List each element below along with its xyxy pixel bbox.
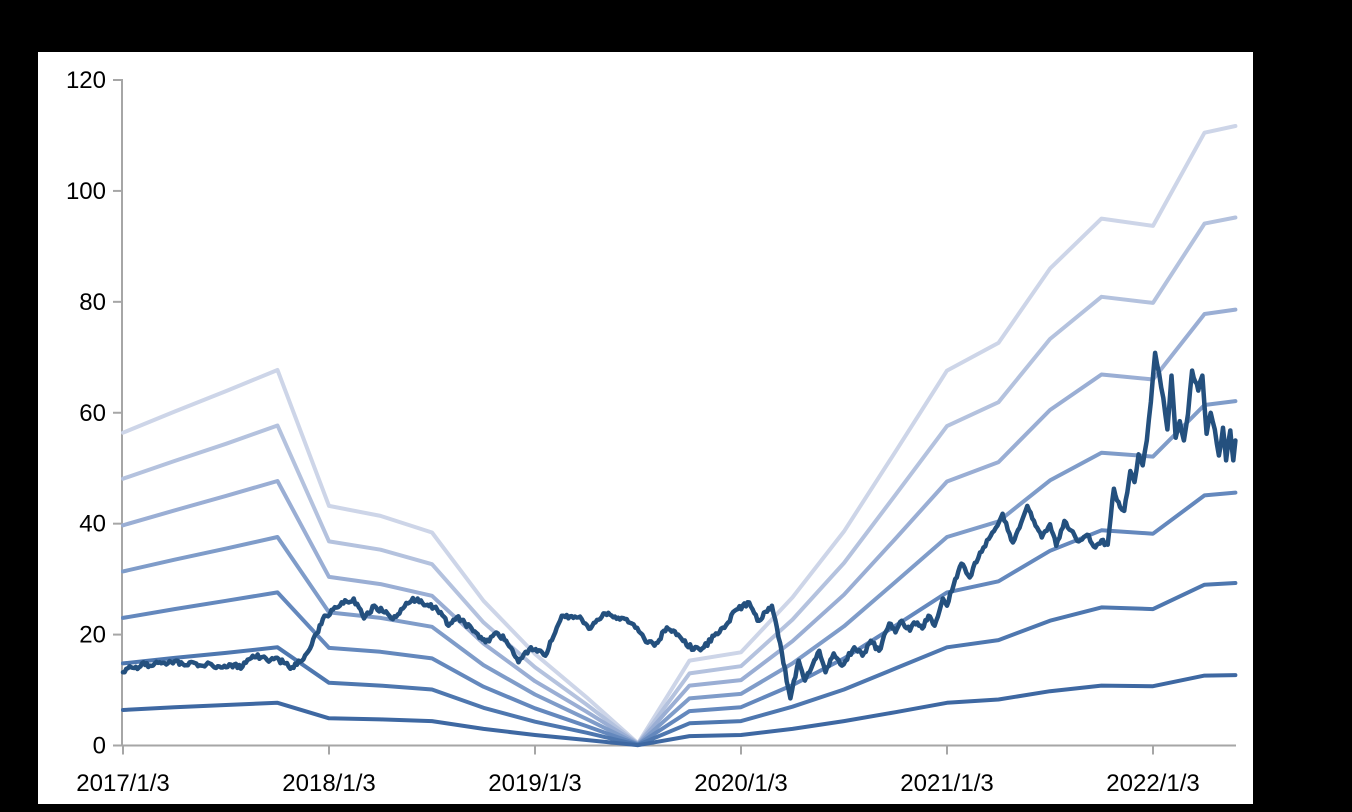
band-2 bbox=[121, 215, 1238, 746]
y-tick-label: 120 bbox=[66, 67, 106, 94]
band-6 bbox=[121, 581, 1238, 747]
x-tick-label: 2022/1/3 bbox=[1106, 770, 1199, 797]
y-tick-label: 0 bbox=[93, 733, 106, 760]
y-tick-label: 20 bbox=[79, 622, 106, 649]
y-tick-label: 40 bbox=[79, 511, 106, 538]
x-tick-label: 2018/1/3 bbox=[282, 770, 375, 797]
x-tick-label: 2017/1/3 bbox=[76, 770, 169, 797]
x-tick-label: 2020/1/3 bbox=[694, 770, 787, 797]
band-1 bbox=[121, 124, 1238, 746]
band-5 bbox=[121, 490, 1238, 747]
y-tick-label: 80 bbox=[79, 289, 106, 316]
price-line bbox=[120, 350, 1238, 701]
band-3 bbox=[121, 307, 1238, 746]
band-7 bbox=[121, 673, 1238, 748]
plot-panel bbox=[38, 52, 1253, 804]
y-tick-label: 60 bbox=[79, 400, 106, 427]
x-tick-label: 2021/1/3 bbox=[900, 770, 993, 797]
y-tick-label: 100 bbox=[66, 178, 106, 205]
x-tick-label: 2019/1/3 bbox=[488, 770, 581, 797]
band-4 bbox=[121, 399, 1238, 747]
